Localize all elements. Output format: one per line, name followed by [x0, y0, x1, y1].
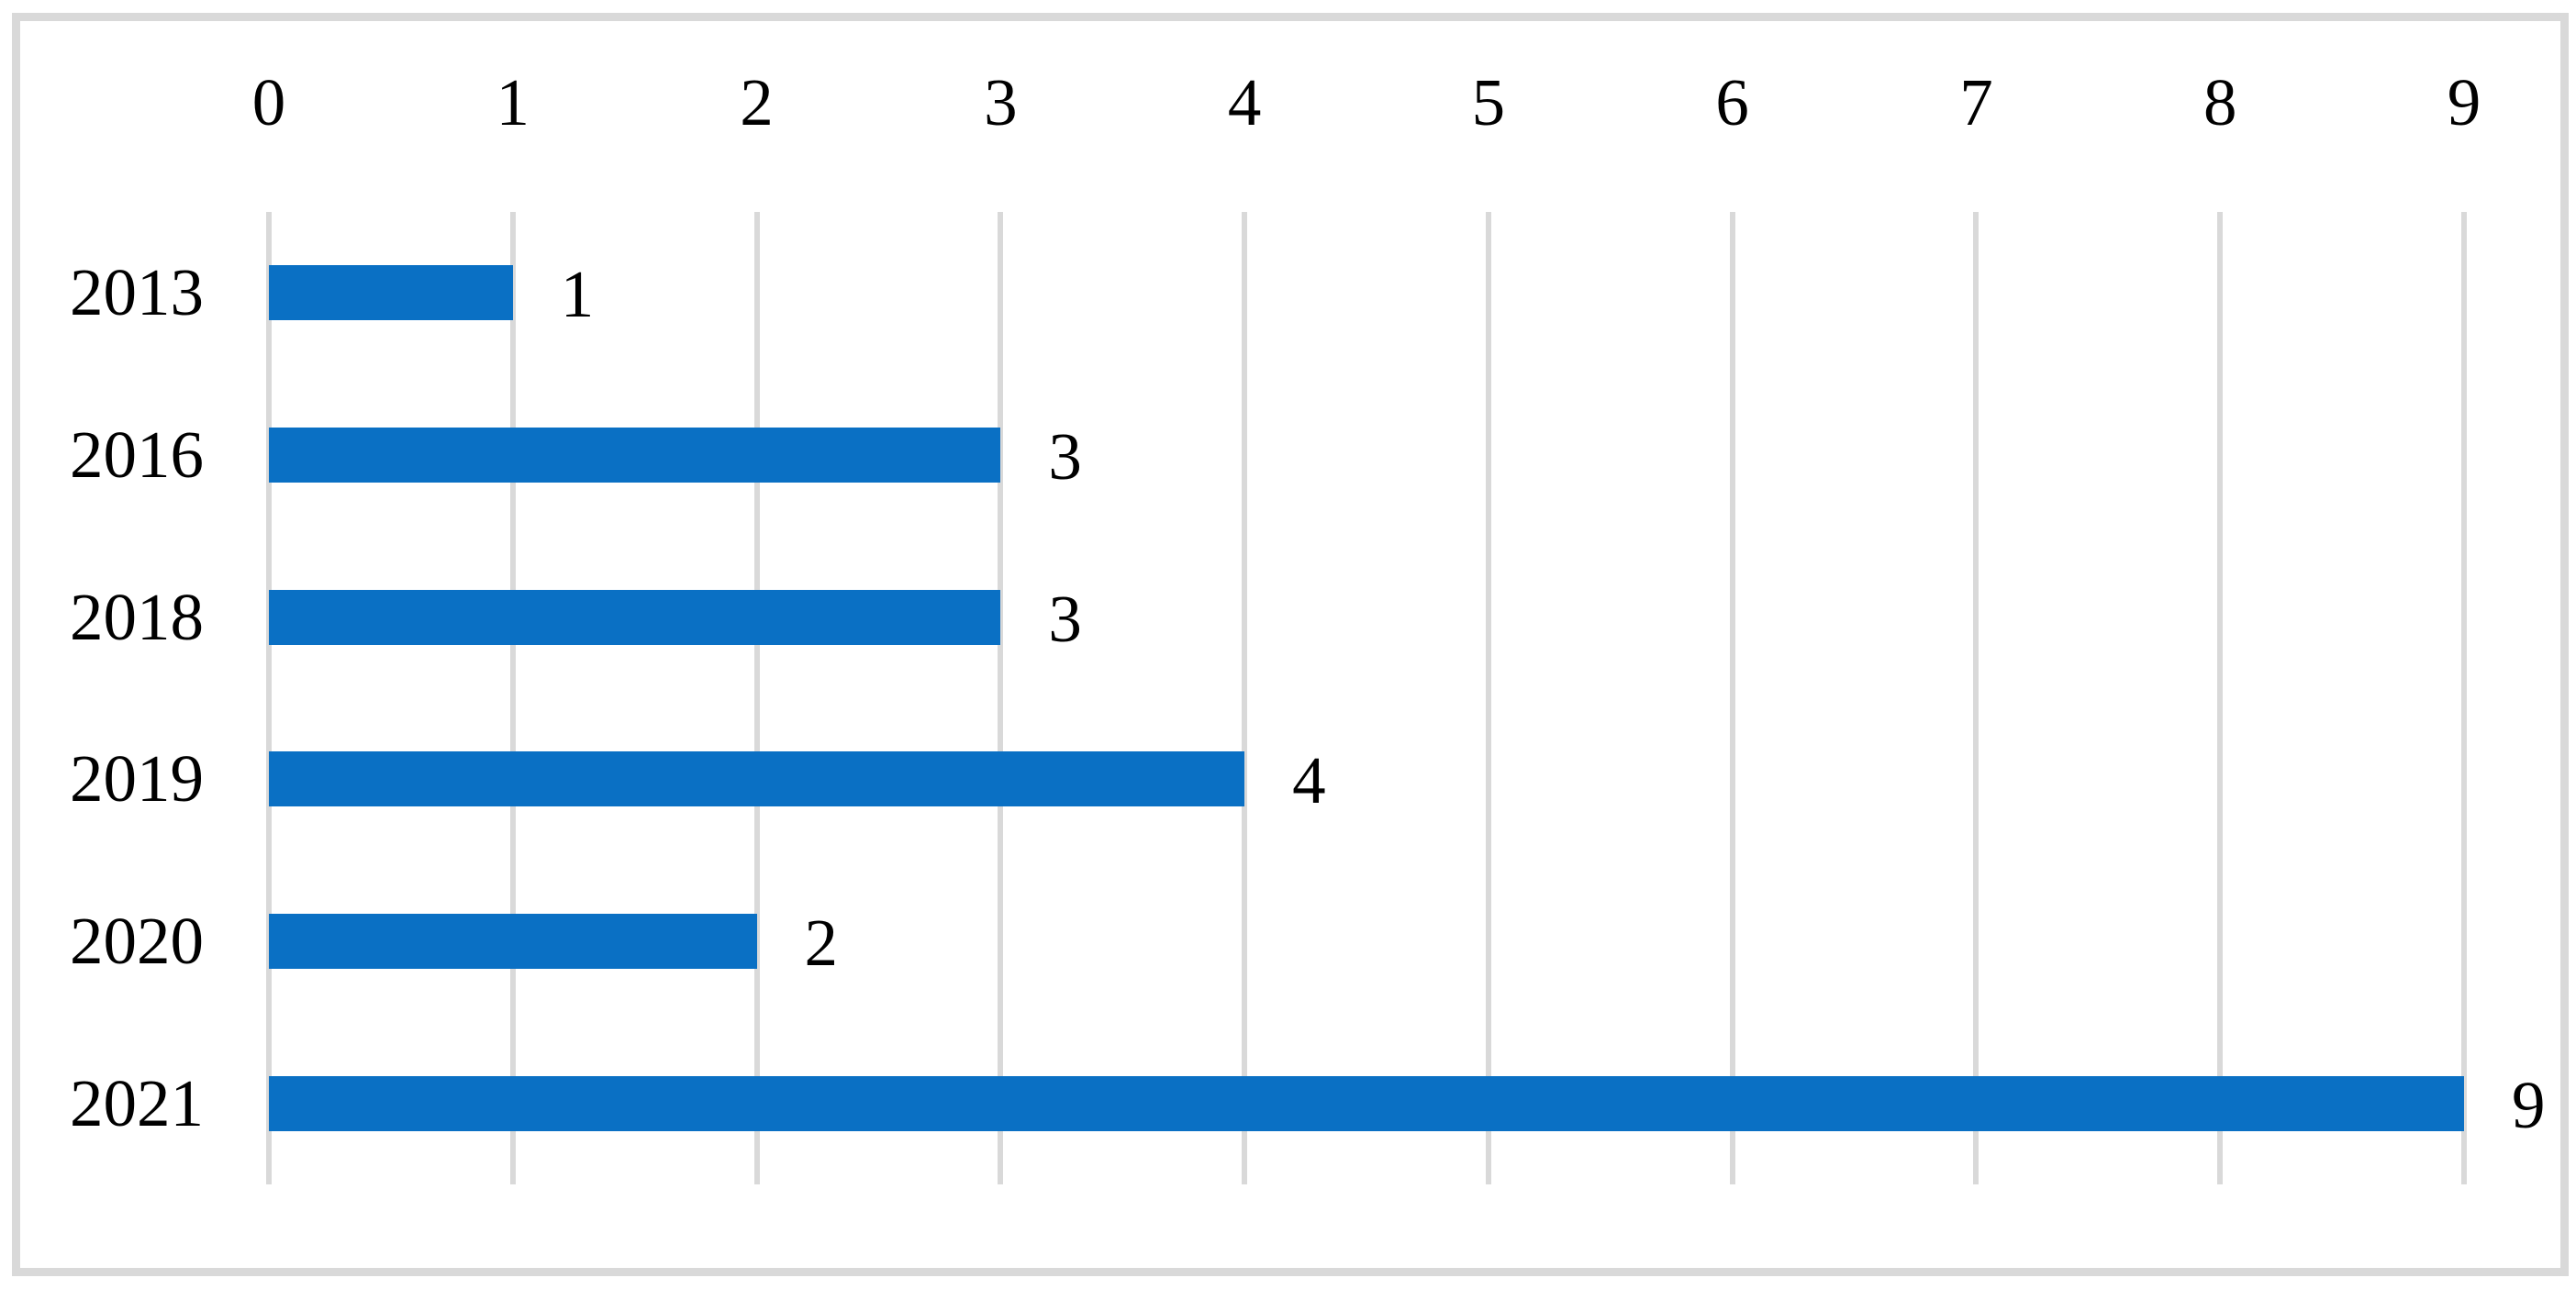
bar-value-label: 2 — [804, 906, 839, 980]
bar-value-label: 1 — [560, 257, 595, 332]
gridline — [1973, 212, 1979, 1184]
x-axis-tick-label: 8 — [2202, 65, 2237, 139]
gridline — [753, 212, 760, 1184]
bar-value-label: 3 — [1048, 419, 1082, 494]
bar — [269, 914, 757, 969]
bar — [269, 751, 1245, 807]
y-axis-category-label: 2019 — [70, 741, 204, 817]
gridline — [509, 212, 516, 1184]
bar-value-label: 3 — [1048, 581, 1082, 656]
gridline — [266, 212, 272, 1184]
bar-value-label: 9 — [2512, 1067, 2546, 1142]
y-axis-category-label: 2016 — [70, 417, 204, 492]
bar — [269, 1075, 2465, 1131]
x-axis-tick-label: 2 — [740, 65, 774, 139]
x-axis-tick-label: 1 — [496, 65, 530, 139]
gridline — [1242, 212, 1248, 1184]
gridline — [1485, 212, 1491, 1184]
gridline — [2217, 212, 2224, 1184]
x-axis-tick-label: 3 — [984, 65, 1018, 139]
bar-value-label: 4 — [1292, 743, 1326, 818]
gridline — [2461, 212, 2468, 1184]
x-axis-tick-label: 6 — [1715, 65, 1749, 139]
chart-border-frame — [12, 13, 2569, 1276]
bar — [269, 428, 1001, 483]
y-axis-category-label: 2013 — [70, 255, 204, 330]
bar — [269, 589, 1001, 645]
gridline — [998, 212, 1004, 1184]
x-axis-tick-label: 0 — [251, 65, 286, 139]
y-axis-category-label: 2020 — [70, 904, 204, 978]
x-axis-tick-label: 4 — [1227, 65, 1262, 139]
y-axis-category-label: 2018 — [70, 579, 204, 654]
gridline — [1729, 212, 1735, 1184]
x-axis-tick-label: 7 — [1959, 65, 1993, 139]
bar — [269, 265, 513, 321]
x-axis-tick-label: 5 — [1471, 65, 1506, 139]
y-axis-category-label: 2021 — [70, 1065, 204, 1140]
x-axis-tick-label: 9 — [2447, 65, 2481, 139]
